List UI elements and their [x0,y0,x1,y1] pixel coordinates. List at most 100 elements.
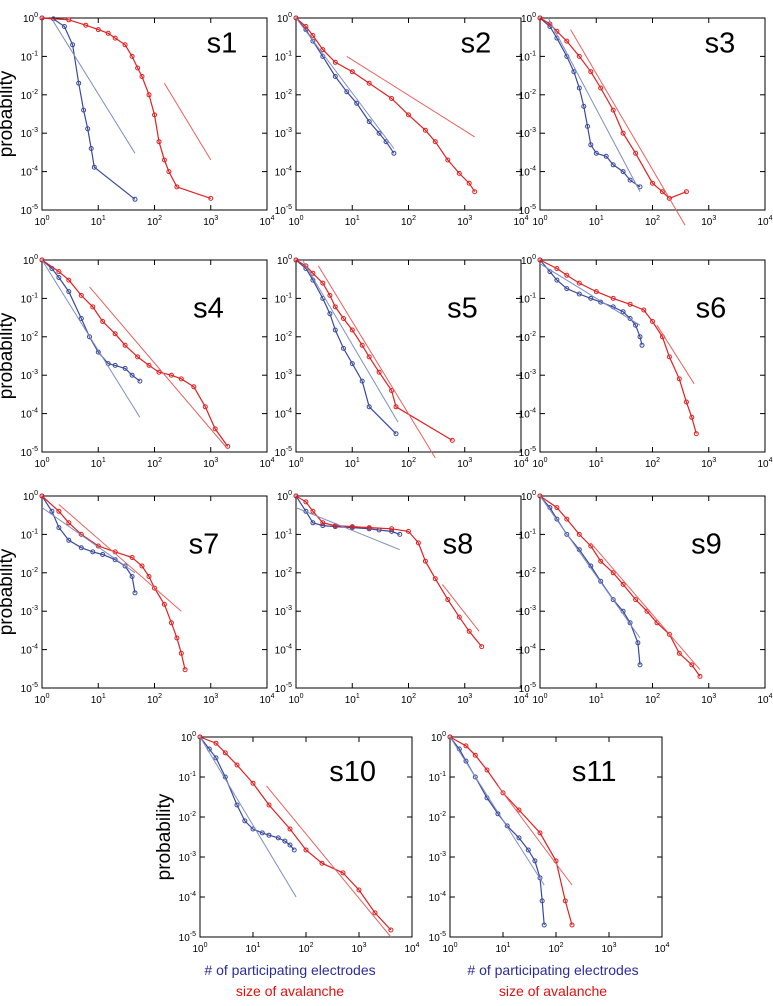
y-tick-label-s5: 10-4 [275,408,292,421]
fit-line-electrodes-s9 [539,495,641,639]
y-tick-label-s3: 10-3 [519,127,536,140]
data-point-size-s10 [234,762,240,768]
data-point-size-s1 [156,139,162,145]
x-tick-label-s11: 100 [442,942,457,955]
data-point-size-s1 [174,184,180,190]
fit-line-electrodes-s5 [301,259,399,423]
data-point-size-s10 [340,870,346,876]
panel-title-s8: s8 [443,529,474,561]
plot-frame-s9 [539,495,766,689]
data-point-size-s4 [178,376,184,382]
data-point-size-s9 [697,673,703,679]
y-tick-label-s8: 10-1 [275,528,292,541]
data-point-size-s5 [376,369,382,375]
y-tick-label-s1: 10-3 [21,127,38,140]
y-tick-label-s4: 10-2 [21,331,38,344]
data-point-size-s10 [250,780,256,786]
data-point-size-s1 [129,53,135,59]
data-point-size-s1 [208,195,214,201]
y-tick-label-s4: 10-4 [21,408,38,421]
data-point-electrodes-s8 [320,523,326,529]
data-point-size-s1 [166,169,172,175]
y-tick-label-s7: 10-5 [21,682,38,695]
y-tick-label-s1: 100 [23,12,38,25]
data-point-size-s3 [537,15,543,21]
data-point-electrodes-s4 [56,275,62,280]
data-point-electrodes-s7 [66,537,72,543]
y-tick-label-s8: 10-2 [275,567,292,580]
data-point-size-s3 [610,107,616,113]
data-point-electrodes-s5 [349,361,355,367]
xlabel-electrodes-left: # of participating electrodes [204,962,376,978]
data-point-size-s8 [406,528,411,534]
data-point-size-s8 [479,644,485,650]
data-point-size-s4 [156,369,162,375]
data-point-electrodes-s2 [310,38,316,44]
data-point-size-s11 [463,743,469,749]
data-point-size-s2 [366,80,372,86]
x-tick-label-s2: 100 [288,215,303,228]
y-tick-label-s9: 10-3 [519,605,536,618]
data-point-electrodes-s9 [598,578,604,584]
data-point-size-s8 [389,526,395,532]
data-point-size-s10 [213,740,219,746]
data-point-electrodes-s2 [354,100,360,106]
panel-s7: 100 101 102 103 104 10-5 10-4 10-3 10-2 10-1 100 pr… [0,490,275,706]
data-point-size-s6 [627,301,633,307]
data-point-electrodes-s6 [637,334,643,340]
x-tick-label-s4: 103 [203,457,218,470]
xlabel-size-right: size of avalanche [498,983,608,999]
data-point-size-s7 [56,508,62,514]
fit-line-electrodes-s6 [539,263,641,326]
data-point-electrodes-s6 [576,291,582,297]
series-line-size-s11 [449,736,573,926]
data-point-size-s8 [466,628,472,634]
data-point-electrodes-s10 [234,802,240,808]
y-tick-label-s10: 10-4 [179,891,196,904]
fit-line-size-s9 [590,542,701,671]
y-tick-label-s9: 10-1 [519,528,536,541]
data-point-electrodes-s3 [627,177,633,183]
data-point-size-s5 [303,263,309,269]
data-point-size-s7 [66,520,72,526]
x-tick-label-s10: 100 [192,942,207,955]
data-point-size-s10 [388,927,394,933]
y-tick-label-s3: 10-4 [519,166,536,179]
data-point-electrodes-s2 [391,150,397,156]
y-tick-label-s9: 10-2 [519,567,536,580]
data-point-size-s7 [139,563,145,569]
data-point-size-s5 [310,270,316,276]
y-tick-label-s11: 10-3 [429,851,446,864]
y-tick-label-s7: 100 [23,490,38,503]
x-tick-label-s9: 100 [532,693,547,706]
y-tick-label-s3: 10-1 [519,50,536,63]
x-tick-label-s9: 102 [645,693,660,706]
data-point-size-s4 [39,257,45,263]
fit-line-electrodes-s8 [295,507,400,551]
fit-line-size-s6 [656,324,695,384]
data-point-size-s9 [633,597,639,603]
data-point-electrodes-s9 [637,662,643,668]
data-point-electrodes-s5 [341,345,346,351]
data-point-size-s5 [327,292,333,298]
data-point-size-s7 [174,635,180,641]
plot-frame-s6 [539,259,766,453]
x-tick-label-s7: 100 [34,693,49,706]
data-point-electrodes-s6 [620,309,626,315]
y-tick-label-s6: 10-4 [519,408,536,421]
panel-title-s3: s3 [705,28,736,60]
series-line-size-s8 [295,495,483,647]
y-tick-label-s7: 10-1 [21,528,38,541]
y-tick-label-s2: 10-4 [275,166,292,179]
data-point-size-s3 [564,38,570,44]
y-axis-label: probability [154,793,175,880]
series-line-electrodes-s11 [449,736,545,926]
data-point-size-s2 [310,33,316,38]
data-point-electrodes-s11 [525,847,531,853]
data-point-electrodes-s6 [627,316,633,321]
y-tick-label-s10: 100 [181,731,196,744]
data-point-size-s6 [537,257,543,263]
y-tick-label-s8: 10-3 [275,605,292,618]
data-point-electrodes-s7 [49,508,55,514]
data-point-size-s1 [39,15,45,21]
